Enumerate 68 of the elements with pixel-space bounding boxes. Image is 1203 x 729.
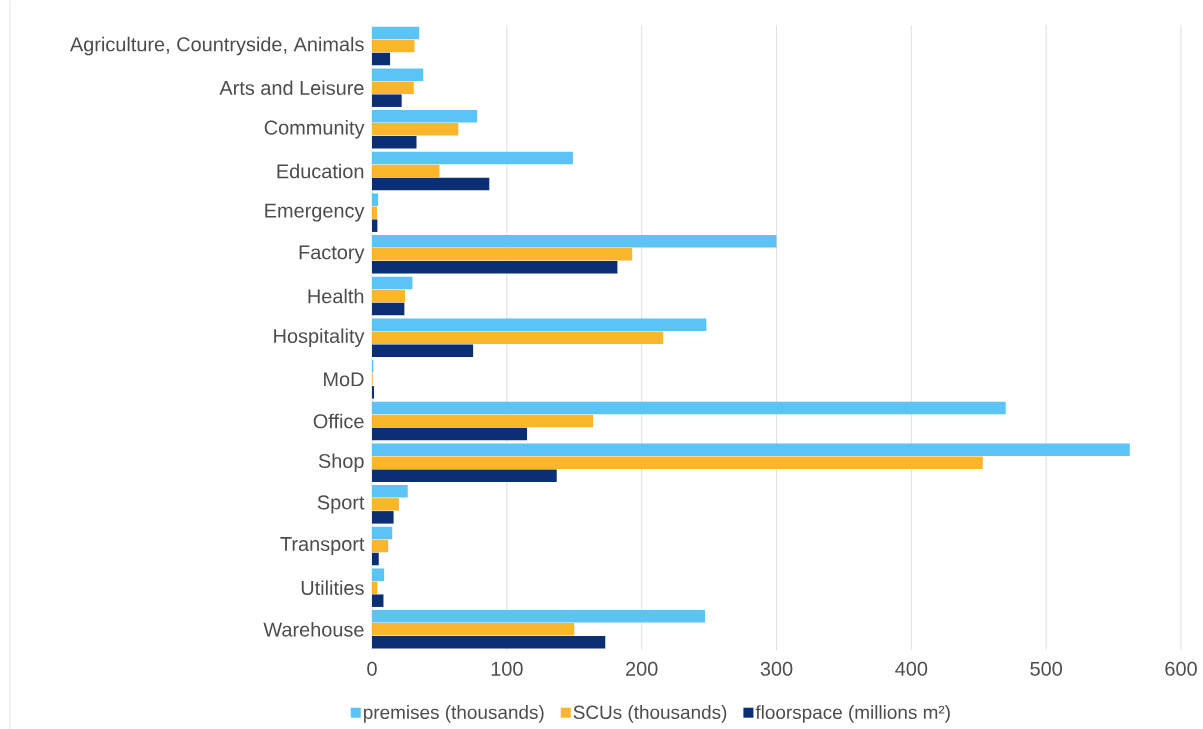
bar <box>372 68 424 81</box>
bar <box>372 456 983 469</box>
y-tick-label: Education <box>277 163 364 179</box>
bar <box>372 151 573 165</box>
bar <box>372 344 474 357</box>
bar <box>372 247 633 261</box>
y-tick-label: Agriculture, Countryside, Animals <box>69 36 364 56</box>
bar <box>372 401 1006 415</box>
bar <box>372 609 706 623</box>
bar <box>372 81 414 94</box>
x-tick-label: 100 <box>491 661 523 676</box>
y-tick-label: Shop <box>318 453 364 472</box>
bar <box>372 289 406 303</box>
bar <box>372 302 405 316</box>
y-tick-label: Office <box>313 413 364 429</box>
y-tick-label: Community <box>264 119 365 139</box>
bar <box>372 52 391 66</box>
bar <box>372 469 557 482</box>
bar <box>372 635 606 649</box>
x-tick-label: 500 <box>1030 661 1063 676</box>
bar <box>372 206 377 219</box>
y-tick-label: Emergency <box>265 203 365 222</box>
bar <box>372 318 707 331</box>
bar <box>372 510 394 524</box>
y-tick-label: Health <box>308 288 364 304</box>
bar <box>372 331 664 344</box>
bar <box>372 622 575 636</box>
x-tick-label: 200 <box>626 661 658 676</box>
bar <box>372 94 402 107</box>
bar <box>372 539 389 553</box>
bar <box>372 177 490 191</box>
bar <box>372 443 1130 456</box>
x-tick-label: 300 <box>760 661 793 676</box>
bar <box>372 581 378 594</box>
bar <box>372 276 413 290</box>
bar <box>372 109 478 123</box>
bar <box>372 568 385 581</box>
bar <box>372 427 528 441</box>
bar <box>372 385 375 399</box>
bar <box>372 122 459 136</box>
y-tick-label: Factory <box>299 245 365 264</box>
y-tick-label: Utilities <box>301 580 364 595</box>
legend-label: SCUs (thousands) <box>573 704 727 723</box>
bar <box>372 234 777 248</box>
bar <box>372 594 384 607</box>
bar <box>372 484 408 498</box>
bar <box>372 526 393 540</box>
bar <box>372 414 594 428</box>
y-tick-label: Transport <box>280 536 365 555</box>
y-tick-label: Hospitality <box>274 328 365 347</box>
legend-label: premises (thousands) <box>363 704 544 723</box>
y-tick-label: MoD <box>324 372 364 387</box>
y-tick-label: Sport <box>317 495 365 514</box>
bar <box>372 164 440 178</box>
x-tick-label: 400 <box>895 661 928 676</box>
x-tick-label: 600 <box>1165 661 1197 676</box>
y-tick-label: Arts and Leisure <box>219 80 364 95</box>
bar <box>372 260 618 274</box>
x-tick-label: 0 <box>367 661 377 676</box>
bar <box>372 552 379 566</box>
bar <box>372 39 415 53</box>
bar <box>372 26 420 40</box>
y-tick-label: Warehouse <box>263 621 364 637</box>
bar <box>372 497 399 511</box>
bar <box>372 193 379 206</box>
legend-label: floorspace (millions m²) <box>755 704 950 723</box>
bar <box>372 135 417 149</box>
bar <box>372 219 378 232</box>
